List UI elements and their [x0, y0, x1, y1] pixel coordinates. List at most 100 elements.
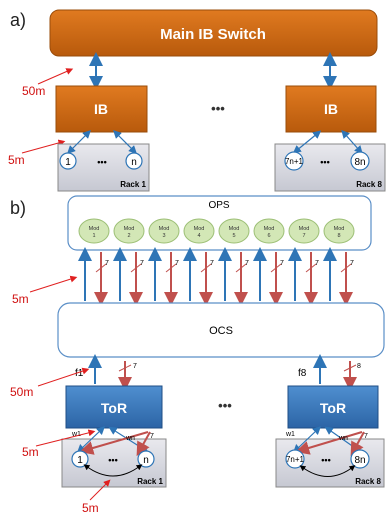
ops-module-number: 4 [197, 233, 200, 239]
ops-module-number: 8 [337, 233, 340, 239]
ops-link-count: 7 [350, 260, 354, 267]
rack-name: Rack 1 [120, 180, 146, 189]
ops-downlink-slash [200, 263, 212, 273]
node-label: 7n+1 [285, 157, 304, 166]
ops-module-number: 5 [232, 233, 235, 239]
ops-module-number: 3 [162, 233, 165, 239]
ops-link-count: 7 [245, 260, 249, 267]
node-label: 8n [354, 157, 365, 168]
wavelength-last: wn [125, 435, 135, 442]
fiber-left-label: f1 [75, 368, 84, 379]
main-ib-switch: Main IB Switch [49, 9, 378, 57]
wavelength-first: w1 [285, 431, 295, 438]
ops-downlink-slash [270, 263, 282, 273]
ocs-box [57, 302, 385, 358]
panel-b: b) OPS Mod1Mod2Mod3Mod4Mod5Mod6Mod7Mod8 … [10, 195, 385, 515]
ops-link-count: 7 [105, 260, 109, 267]
ops-downlink-slash [235, 263, 247, 273]
distance-5m-rack-pointer [35, 429, 96, 447]
ops-module-number: 2 [127, 233, 130, 239]
count-right-label: 8 [357, 363, 361, 370]
main-ib-switch-label: Main IB Switch [160, 26, 266, 43]
node-ellipsis: ••• [97, 157, 106, 167]
tor-box-right: ToR [287, 385, 379, 429]
ib-box-left: IB [55, 85, 148, 133]
node-first [71, 450, 89, 468]
rack-name: Rack 8 [356, 180, 382, 189]
rack-link-count: 7 [150, 433, 154, 440]
tor-right-label: ToR [320, 400, 346, 416]
distance-5m-ops-label: 5m [12, 292, 29, 306]
ops-link-count: 7 [315, 260, 319, 267]
ops-module-name: Mod [229, 226, 240, 232]
node-label: 1 [65, 157, 71, 168]
panel-a-label: a) [10, 10, 26, 30]
ops-downlink-slash [165, 263, 177, 273]
distance-5m-loop-pointer [89, 479, 111, 501]
ops-ocs-links: 7 7 7 7 7 7 7 7 [78, 247, 354, 306]
intra-rack-loop [83, 464, 143, 477]
ops-downlink-slash [305, 263, 317, 273]
ops-module-number: 7 [302, 233, 305, 239]
tor-box-left: ToR [65, 385, 163, 429]
node-ellipsis: ••• [320, 157, 329, 167]
node-last [350, 449, 370, 469]
wavelength-last: wn [338, 435, 348, 442]
ops-link-count: 7 [175, 260, 179, 267]
distance-5m-rack-label: 5m [22, 445, 39, 459]
distance-5m-loop-label: 5m [82, 501, 99, 515]
distance-5m-ops-pointer [29, 275, 78, 293]
node-label: n [131, 157, 137, 168]
ib-right-label: IB [324, 101, 338, 117]
ops-module-number: 1 [92, 233, 95, 239]
ib-left-label: IB [94, 101, 108, 117]
node-label: n [143, 455, 149, 466]
distance-50m-pointer [37, 367, 90, 387]
ops-module-name: Mod [264, 226, 275, 232]
ops-link-count: 7 [280, 260, 284, 267]
rack-link-count: 7 [364, 433, 368, 440]
distance-50m-pointer [37, 68, 74, 85]
ib-ellipsis: ••• [211, 101, 225, 116]
node-label: 8n [354, 455, 365, 466]
rack-8-a: 7n+1 ••• 8n Rack 8 [274, 129, 386, 192]
ops-module-name: Mod [334, 226, 345, 232]
node-label: 7n+1 [286, 455, 305, 464]
ops-module-name: Mod [124, 226, 135, 232]
rack-8-b: w1 wn 7 7n+1 ••• 8n Rack 8 [275, 426, 385, 488]
rack-name: Rack 8 [355, 477, 381, 486]
ops-link-count: 7 [210, 260, 214, 267]
ops-label: OPS [208, 200, 229, 211]
node-ellipsis: ••• [108, 455, 117, 465]
count-left-label: 7 [133, 363, 137, 370]
tor-left-label: ToR [101, 400, 127, 416]
rack-1-a: 1 ••• n Rack 1 [57, 130, 150, 192]
distance-5m-label: 5m [8, 153, 25, 167]
distance-50m-label: 50m [10, 385, 33, 399]
rack-name: Rack 1 [137, 477, 163, 486]
distance-5m-pointer [21, 139, 66, 154]
wavelength-first: w1 [71, 431, 81, 438]
node-label: 1 [77, 455, 83, 466]
ib-box-right: IB [285, 85, 377, 133]
ops-module-name: Mod [299, 226, 310, 232]
node-ellipsis: ••• [321, 455, 330, 465]
tor-ellipsis: ••• [218, 398, 232, 413]
ops-module-number: 6 [267, 233, 270, 239]
ops-downlink-slash [130, 263, 142, 273]
ops-module-name: Mod [89, 226, 100, 232]
ocs-label: OCS [209, 325, 233, 337]
intra-rack-loop [299, 465, 356, 477]
panel-a: a) Main IB Switch IB IB ••• 50m 5m [8, 9, 386, 192]
ops-downlink-slash [95, 263, 107, 273]
ops-downlink-slash [340, 263, 352, 273]
node-last [125, 152, 143, 170]
